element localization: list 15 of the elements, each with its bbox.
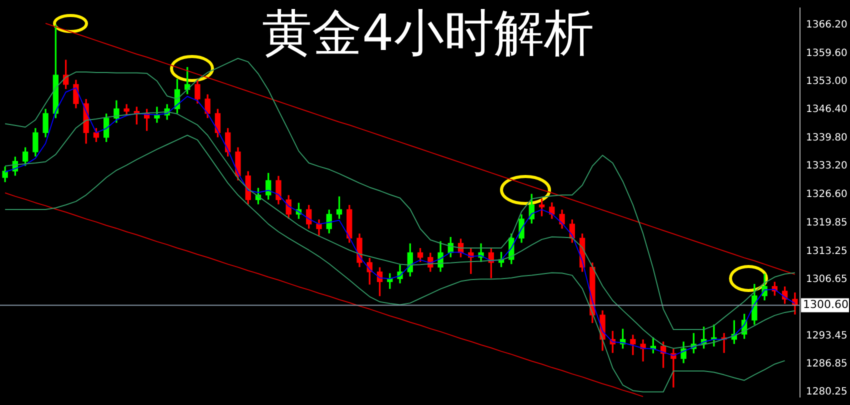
y-tick-label: 1333.20: [806, 160, 848, 172]
chart-title: 黄金4小时解析: [262, 3, 594, 64]
y-tick-label: 1326.60: [806, 188, 848, 200]
y-tick-label: 1353.00: [806, 76, 848, 88]
y-tick-label: 1280.25: [806, 386, 848, 398]
y-tick-label: 1306.65: [806, 274, 848, 285]
y-tick-label: 1366.20: [806, 20, 848, 31]
y-tick-label: 1346.40: [806, 104, 848, 116]
y-tick-label: 1293.45: [806, 330, 848, 342]
y-tick-label: 1319.85: [806, 218, 848, 229]
y-tick-label: 1339.80: [806, 132, 848, 144]
y-tick-label: 1359.60: [806, 48, 848, 59]
ref-line-label: 1300.60: [803, 298, 848, 312]
y-tick-label: 1313.25: [806, 246, 848, 257]
y-tick-label: 1286.85: [806, 358, 848, 370]
